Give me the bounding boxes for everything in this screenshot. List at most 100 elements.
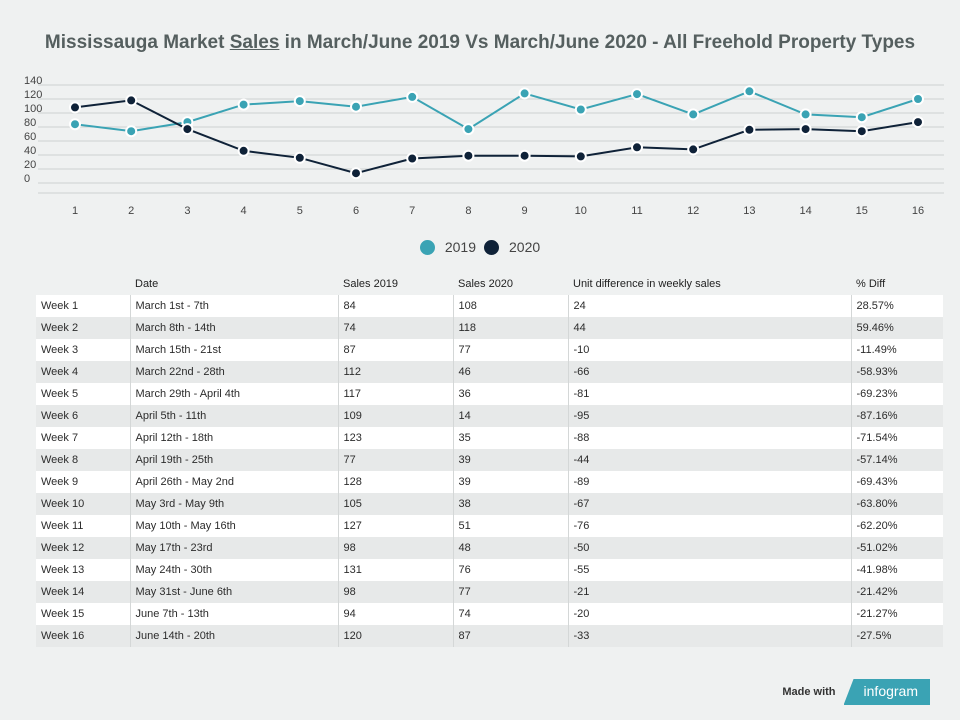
x-tick-label: 11	[631, 205, 642, 217]
table-cell: -67	[567, 493, 851, 515]
table-cell: -62.20%	[850, 515, 943, 537]
x-tick-label: 10	[575, 205, 587, 217]
y-tick-label: 80	[24, 117, 36, 129]
data-point-2020	[518, 149, 531, 162]
table-row: Week 7 April 12th - 18th 123 35 -88 -71.54%	[36, 427, 943, 449]
legend-label: 2019	[444, 239, 476, 255]
table-cell: 36	[452, 383, 568, 405]
table-cell: April 26th - May 2nd	[129, 471, 338, 493]
table-cell: May 3rd - May 9th	[129, 493, 338, 515]
x-tick-label: 4	[241, 205, 247, 217]
table-cell: 77	[452, 581, 568, 603]
table-cell: 24	[567, 295, 851, 317]
table-cell: Week 6	[36, 405, 130, 427]
table-cell: -51.02%	[850, 537, 943, 559]
y-tick-label: 20	[24, 159, 36, 171]
y-tick-label: 0	[24, 173, 30, 185]
data-point-2019	[687, 108, 700, 121]
column-header: Date	[135, 278, 159, 290]
data-point-2020	[237, 144, 250, 157]
table-cell: May 17th - 23rd	[129, 537, 338, 559]
made-with-label: Made with	[782, 686, 836, 698]
table-cell: March 1st - 7th	[129, 295, 338, 317]
column-header: Sales 2020	[458, 278, 514, 290]
table-cell: 98	[337, 581, 453, 603]
x-tick-label: 12	[687, 205, 699, 217]
column-header: Sales 2019	[343, 278, 399, 290]
table-cell: -50	[567, 537, 851, 559]
table-row: Week 4 March 22nd - 28th 112 46 -66 -58.93%	[36, 361, 943, 383]
column-header: % Diff	[856, 278, 886, 290]
table-cell: -21	[567, 581, 851, 603]
data-point-2020	[462, 149, 475, 162]
table-cell: -21.27%	[850, 603, 943, 625]
table-cell: -69.43%	[850, 471, 943, 493]
x-tick-label: 9	[522, 205, 528, 217]
table-cell: -81	[567, 383, 851, 405]
table-cell: -57.14%	[850, 449, 943, 471]
table-cell: 123	[337, 427, 453, 449]
y-tick-label: 140	[24, 75, 42, 87]
table-cell: Week 11	[36, 515, 130, 537]
table-cell: -88	[567, 427, 851, 449]
y-tick-label: 40	[24, 145, 36, 157]
table-row: Week 11 May 10th - May 16th 127 51 -76 -62.20…	[36, 515, 943, 537]
data-point-2020	[125, 94, 138, 107]
footer-branding[interactable]: Made with infogram	[782, 678, 930, 706]
table-cell: Week 4	[36, 361, 130, 383]
data-point-2020	[687, 143, 700, 156]
table-cell: 77	[452, 339, 568, 361]
table-row: Week 5 March 29th - April 4th 117 36 -81 -69.…	[36, 383, 943, 405]
table-row: Week 14 May 31st - June 6th 98 77 -21 -21.42%	[36, 581, 943, 603]
data-point-2020	[181, 123, 194, 136]
data-point-2019	[574, 103, 587, 116]
chart-legend: 2019 2020	[0, 239, 960, 258]
x-tick-label: 16	[912, 205, 924, 217]
x-tick-label: 2	[128, 205, 134, 217]
table-cell: Week 7	[36, 427, 130, 449]
table-cell: -63.80%	[850, 493, 943, 515]
table-cell: 108	[452, 295, 568, 317]
data-point-2019	[237, 98, 250, 111]
x-tick-label: 1	[72, 205, 78, 217]
table-cell: June 14th - 20th	[129, 625, 338, 647]
data-point-2020	[350, 167, 362, 180]
infogram-logo[interactable]: infogram	[843, 679, 930, 705]
y-tick-label: 120	[24, 89, 42, 101]
legend-marker	[419, 239, 435, 255]
x-tick-label: 7	[409, 205, 415, 217]
chart-title: Mississauga Market Sales in March/June 2…	[44, 32, 916, 53]
x-tick-label: 5	[297, 205, 303, 217]
data-point-2019	[69, 118, 81, 131]
table-cell: April 19th - 25th	[129, 449, 338, 471]
table-cell: 51	[452, 515, 568, 537]
table-row: Week 9 April 26th - May 2nd 128 39 -89 -69.43…	[36, 471, 943, 493]
table-cell: 87	[452, 625, 568, 647]
table-cell: 127	[337, 515, 453, 537]
table-cell: 120	[337, 625, 453, 647]
legend-item-2020[interactable]: 2020	[484, 239, 540, 255]
data-point-2020	[743, 123, 756, 136]
x-tick-label: 8	[465, 205, 471, 217]
table-cell: 39	[452, 471, 568, 493]
data-point-2020	[69, 101, 81, 114]
series-line-2020	[74, 99, 919, 175]
data-point-2019	[406, 90, 419, 103]
data-point-2020	[293, 151, 306, 164]
data-point-2019	[293, 95, 306, 108]
data-point-2019	[912, 93, 924, 105]
legend-item-2019[interactable]: 2019	[419, 239, 476, 255]
y-tick-label: 60	[24, 131, 36, 143]
x-tick-label: 13	[743, 205, 755, 217]
table-cell: -11.49%	[850, 339, 943, 361]
x-tick-label: 14	[799, 205, 811, 217]
table-cell: -21.42%	[850, 581, 943, 603]
table-cell: March 22nd - 28th	[129, 361, 338, 383]
table-row: Week 16 June 14th - 20th 120 87 -33 -27.5%	[36, 625, 943, 647]
table-cell: 128	[337, 471, 453, 493]
table-cell: 131	[337, 559, 453, 581]
table-cell: -20	[567, 603, 851, 625]
table-cell: 77	[337, 449, 453, 471]
column-header: Unit difference in weekly sales	[573, 278, 721, 290]
table-row: Week 12 May 17th - 23rd 98 48 -50 -51.02%	[36, 537, 943, 559]
